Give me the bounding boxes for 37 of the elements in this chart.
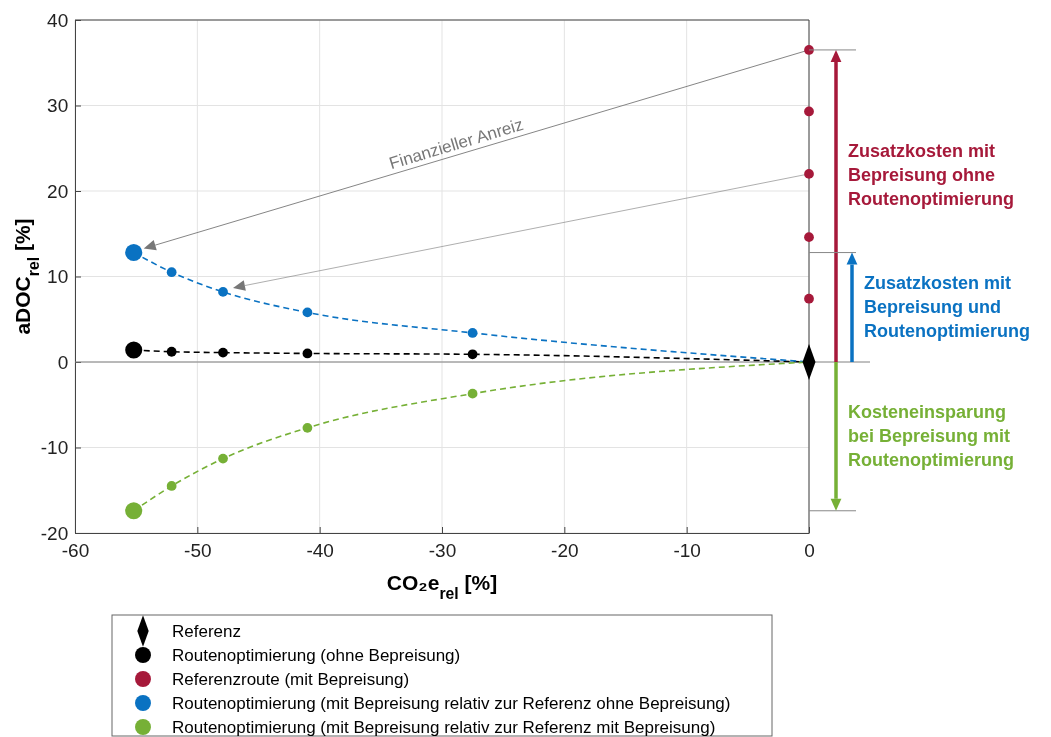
legend-label: Routenoptimierung (mit Bepreisung relativ zur Referenz mit Bepreisung): [172, 718, 716, 737]
point: [467, 328, 478, 338]
y-tick-label: 10: [47, 266, 69, 288]
y-tick-label: 0: [57, 351, 69, 373]
x-tick-label: -10: [673, 539, 701, 561]
point: [166, 346, 177, 357]
x-axis-title: CO₂e$_{rel}$ [%]: [386, 571, 498, 602]
legend-label: Referenz: [172, 622, 241, 641]
point: [302, 422, 313, 433]
point: [218, 453, 228, 464]
point: [804, 169, 814, 179]
point: [302, 307, 313, 318]
text: Kosteneinsparung bei Bepreisung mit Routenoptimierung: [848, 402, 1014, 471]
y-tick-label: 40: [47, 9, 69, 31]
y-tick-label: 20: [47, 180, 69, 202]
point: [302, 348, 313, 359]
text: Zusatzkosten mit Bepreisung und Routenoptimierung: [864, 273, 1030, 342]
point: [804, 106, 814, 117]
point: [467, 349, 478, 360]
point: [467, 388, 478, 399]
text: Zusatzkosten mit Bepreisung ohne Routenoptimierung: [848, 140, 1014, 209]
x-tick-label: -20: [551, 539, 579, 561]
legend-label: Routenoptimierung (mit Bepreisung relativ zur Referenz ohne Bepreisung): [172, 694, 731, 713]
point: [166, 481, 177, 491]
x-tick-label: -30: [428, 539, 457, 561]
point: [218, 347, 228, 358]
point: [166, 267, 177, 278]
x-tick-label: -50: [184, 539, 212, 561]
legend-label: Routenoptimierung (ohne Bepreisung): [172, 646, 461, 665]
point: [804, 232, 814, 243]
x-tick-label: -40: [306, 539, 334, 561]
y-tick-label: 30: [47, 95, 69, 117]
legend-label: Referenzroute (mit Bepreisung): [172, 670, 410, 689]
point: [804, 293, 814, 304]
y-tick-label: -10: [40, 437, 69, 459]
point: [218, 287, 228, 297]
x-tick-label: 0: [804, 539, 815, 561]
